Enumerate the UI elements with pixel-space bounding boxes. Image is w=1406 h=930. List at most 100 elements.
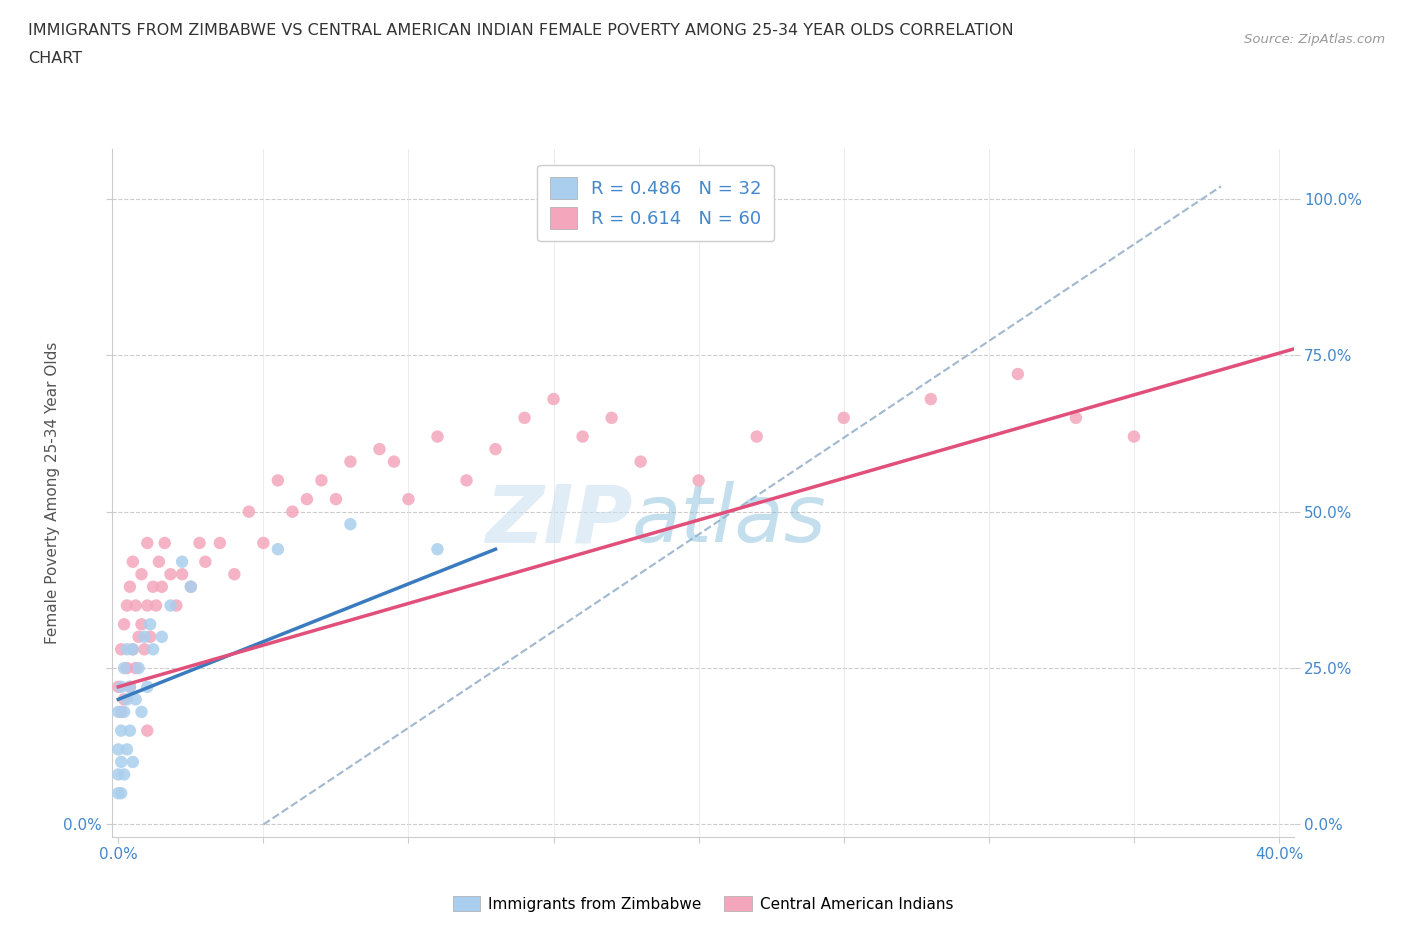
Point [121,642,143,657]
Point [112,704,135,719]
Point [194,554,217,569]
Point [832,410,855,425]
Point [115,742,138,757]
Point [125,660,148,675]
Point [131,566,153,581]
Point [110,642,132,657]
Point [145,598,167,613]
Point [136,598,159,613]
Text: IMMIGRANTS FROM ZIMBABWE VS CENTRAL AMERICAN INDIAN FEMALE POVERTY AMONG 25-34 Y: IMMIGRANTS FROM ZIMBABWE VS CENTRAL AMER… [28,23,1014,38]
Point [112,692,135,707]
Point [142,579,165,594]
Point [136,680,159,695]
Point [128,660,150,675]
Point [543,392,565,406]
Text: Source: ZipAtlas.com: Source: ZipAtlas.com [1244,33,1385,46]
Point [159,598,181,613]
Point [311,473,333,488]
Point [107,704,129,719]
Point [110,704,132,719]
Point [208,536,231,551]
Point [426,429,449,444]
Point [172,554,194,569]
Point [139,617,162,631]
Point [1007,366,1029,381]
Point [110,786,132,801]
Point [118,724,141,738]
Point [281,504,304,519]
Point [107,786,129,801]
Point [252,536,274,551]
Point [110,754,132,769]
Y-axis label: Female Poverty Among 25-34 Year Olds: Female Poverty Among 25-34 Year Olds [45,341,59,644]
Point [121,554,143,569]
Point [115,692,138,707]
Point [745,429,768,444]
Point [267,473,290,488]
Point [571,429,593,444]
Point [153,536,176,551]
Point [142,642,165,657]
Point [118,680,141,695]
Point [112,767,135,782]
Point [125,598,148,613]
Point [121,754,143,769]
Point [107,742,129,757]
Point [172,566,194,581]
Point [339,454,361,469]
Point [107,767,129,782]
Point [136,724,159,738]
Point [382,454,405,469]
Point [165,598,187,613]
Point [139,630,162,644]
Point [600,410,623,425]
Point [426,542,449,557]
Point [115,598,138,613]
Point [118,579,141,594]
Point [188,536,211,551]
Point [1122,429,1144,444]
Point [159,566,181,581]
Point [688,473,710,488]
Point [110,680,132,695]
Point [180,579,202,594]
Point [112,617,135,631]
Point [136,536,159,551]
Point [115,660,138,675]
Point [484,442,506,457]
Point [118,680,141,695]
Point [121,642,143,657]
Text: CHART: CHART [28,51,82,66]
Point [920,392,942,406]
Legend: R = 0.486   N = 32, R = 0.614   N = 60: R = 0.486 N = 32, R = 0.614 N = 60 [537,165,775,241]
Point [128,630,150,644]
Point [180,579,202,594]
Text: atlas: atlas [633,482,827,560]
Point [134,642,156,657]
Point [150,630,173,644]
Point [134,630,156,644]
Point [1064,410,1087,425]
Point [224,566,246,581]
Point [456,473,478,488]
Point [267,542,290,557]
Point [295,492,318,507]
Point [110,724,132,738]
Point [398,492,420,507]
Point [238,504,260,519]
Point [513,410,536,425]
Legend: Immigrants from Zimbabwe, Central American Indians: Immigrants from Zimbabwe, Central Americ… [447,889,959,918]
Point [107,680,129,695]
Point [131,617,153,631]
Point [630,454,652,469]
Point [339,517,361,532]
Point [368,442,391,457]
Text: ZIP: ZIP [485,482,633,560]
Point [115,642,138,657]
Point [325,492,347,507]
Point [112,660,135,675]
Point [150,579,173,594]
Point [131,704,153,719]
Point [148,554,170,569]
Point [125,692,148,707]
